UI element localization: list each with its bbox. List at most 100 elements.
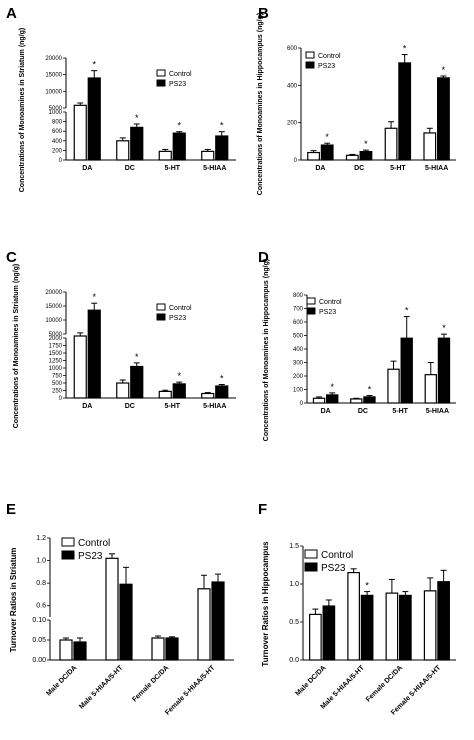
y-tick-label: 600 bbox=[293, 320, 304, 326]
legend-label: PS23 bbox=[78, 551, 103, 562]
y-tick-label: 800 bbox=[293, 293, 304, 299]
x-tick-label: DC bbox=[125, 403, 135, 410]
legend-label: Control bbox=[78, 538, 110, 549]
bar-control bbox=[116, 382, 130, 399]
bar-control bbox=[158, 150, 172, 161]
y-tick-label: 0.8 bbox=[36, 580, 46, 587]
y-tick-label: 1000 bbox=[49, 366, 63, 372]
legend-swatch-control bbox=[156, 303, 166, 311]
y-tick-label: 15000 bbox=[45, 73, 62, 79]
legend-swatch-control bbox=[304, 549, 318, 559]
bar-ps23 bbox=[130, 365, 144, 399]
bar-ps23 bbox=[326, 394, 339, 404]
x-tick-label: 5-HIAA bbox=[426, 408, 449, 415]
y-tick-label: 0.05 bbox=[32, 637, 46, 644]
bar-ps23 bbox=[87, 77, 101, 161]
y-axis-label: Turnover Ratios in Hippocampus bbox=[261, 541, 270, 667]
bar-ps23 bbox=[172, 383, 186, 399]
bar-ps23 bbox=[359, 151, 373, 161]
x-tick-label: 5-HIAA bbox=[203, 165, 226, 172]
bar-control bbox=[385, 592, 399, 661]
y-tick-label: 200 bbox=[293, 374, 304, 380]
bar-control bbox=[59, 639, 73, 661]
significance-star: * bbox=[92, 292, 96, 302]
legend-label: PS23 bbox=[169, 315, 186, 322]
significance-star: * bbox=[365, 581, 369, 591]
legend-swatch-control bbox=[156, 69, 166, 77]
x-tick-label: DC bbox=[125, 165, 135, 172]
panel-letter: E bbox=[6, 501, 16, 518]
bar-control bbox=[105, 557, 119, 661]
y-axis-label: Concentrations of Monoamines in Striatum… bbox=[13, 264, 20, 429]
bar-ps23 bbox=[399, 594, 412, 661]
x-tick-label: DA bbox=[321, 408, 331, 415]
significance-star: * bbox=[177, 121, 181, 131]
bar-control bbox=[116, 140, 130, 161]
panel-letter: D bbox=[258, 249, 269, 266]
y-tick-label: 5000 bbox=[49, 106, 63, 112]
bar-control bbox=[197, 588, 211, 661]
y-tick-label: 500 bbox=[52, 381, 63, 387]
bar-ps23 bbox=[437, 581, 450, 661]
legend-swatch-control bbox=[305, 51, 315, 59]
x-tick-label: DA bbox=[315, 165, 325, 172]
significance-star: * bbox=[442, 65, 446, 75]
panel-e: E Turnover Ratios in Striatum 0.00 0.05 0.10… bbox=[6, 501, 234, 717]
y-tick-label: 1750 bbox=[49, 344, 63, 350]
bar-control bbox=[347, 571, 360, 661]
bar-control bbox=[307, 151, 320, 161]
y-tick-label: 0.00 bbox=[32, 657, 46, 664]
y-axis-label: Concentrations of Monoamines in Hippocam… bbox=[263, 259, 270, 441]
significance-star: * bbox=[442, 323, 446, 333]
y-axis-label: Turnover Ratios in Striatum bbox=[9, 548, 18, 653]
bar-ps23 bbox=[360, 594, 374, 661]
bar-ps23 bbox=[130, 126, 144, 161]
x-tick-label: Female DC/DA bbox=[131, 664, 170, 703]
legend-label: Control bbox=[318, 53, 341, 60]
y-tick-label: 5000 bbox=[49, 332, 63, 338]
y-tick-label: 15000 bbox=[45, 304, 62, 310]
x-tick-label: 5-HT bbox=[164, 165, 180, 172]
bar-ps23 bbox=[215, 385, 229, 399]
significance-star: * bbox=[325, 132, 329, 142]
x-tick-label: Female DC/DA bbox=[365, 664, 404, 703]
y-tick-label: 0.5 bbox=[289, 619, 299, 626]
bar-ps23 bbox=[215, 135, 229, 161]
x-tick-label: 5-HT bbox=[392, 408, 408, 415]
y-tick-label: 400 bbox=[52, 139, 63, 145]
bar-ps23 bbox=[73, 641, 87, 661]
x-tick-label: DC bbox=[354, 165, 364, 172]
bar-ps23 bbox=[437, 337, 451, 404]
x-tick-label: DA bbox=[82, 403, 92, 410]
legend-label: PS23 bbox=[318, 63, 335, 70]
legend-label: Control bbox=[169, 305, 192, 312]
bar-control bbox=[387, 368, 400, 404]
bar-control bbox=[201, 392, 215, 399]
significance-star: * bbox=[368, 385, 372, 395]
y-tick-label: 600 bbox=[52, 129, 63, 135]
significance-star: * bbox=[403, 44, 407, 54]
bar-control bbox=[201, 150, 215, 161]
bar-control bbox=[384, 127, 398, 161]
x-tick-label: Female 5-HIAA/5-HT bbox=[164, 664, 217, 717]
y-tick-label: 1.0 bbox=[289, 581, 299, 588]
legend-swatch-control bbox=[61, 537, 75, 547]
y-tick-label: 1.0 bbox=[36, 558, 46, 565]
bar-ps23 bbox=[172, 132, 186, 161]
y-tick-label: 0 bbox=[59, 396, 63, 402]
significance-star: * bbox=[92, 60, 96, 70]
legend-label: Control bbox=[169, 71, 192, 78]
bar-control bbox=[312, 397, 326, 404]
x-tick-label: 5-HIAA bbox=[203, 403, 226, 410]
y-tick-label: 0 bbox=[300, 401, 304, 407]
y-tick-label: 200 bbox=[287, 121, 298, 127]
significance-star: * bbox=[405, 306, 409, 316]
panel-letter: F bbox=[258, 501, 267, 518]
y-tick-label: 1250 bbox=[49, 359, 63, 365]
bar-ps23 bbox=[87, 309, 101, 399]
panel-letter: C bbox=[6, 249, 17, 266]
